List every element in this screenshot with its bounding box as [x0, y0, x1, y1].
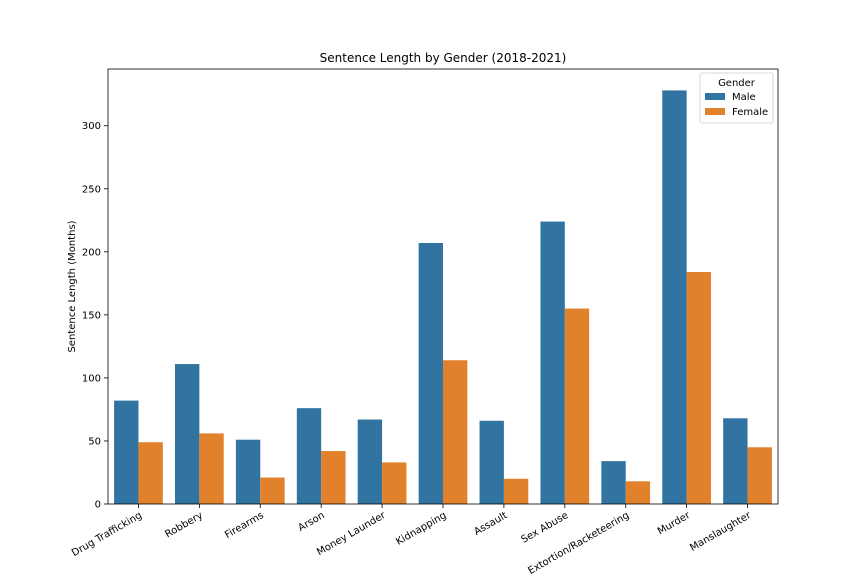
- x-tick-label: Money Launder: [315, 510, 388, 559]
- bar-female-7: [564, 308, 590, 504]
- x-tick-label: Extortion/Racketeering: [526, 510, 631, 576]
- x-axis: Drug Trafficking Robbery Firearms ArsonMone…: [70, 504, 754, 577]
- y-tick-label: 300: [82, 121, 101, 132]
- bar-male-0: [114, 400, 139, 504]
- x-tick-label: Robbery: [163, 510, 205, 540]
- bar-female-10: [747, 447, 772, 504]
- legend-swatch-male: [705, 93, 725, 100]
- bar-male-6: [479, 420, 504, 504]
- y-tick-label: 200: [82, 247, 101, 258]
- x-tick-label: Firearms: [223, 510, 266, 541]
- bar-female-4: [382, 462, 407, 504]
- bar-female-1: [199, 433, 224, 504]
- bar-female-2: [260, 477, 285, 504]
- x-tick-label: Murder: [656, 510, 693, 538]
- bar-female-6: [503, 478, 529, 504]
- bar-male-9: [662, 90, 687, 504]
- legend-label-female: Female: [732, 107, 768, 118]
- chart-title: Sentence Length by Gender (2018-2021): [320, 51, 567, 65]
- legend: Gender Male Female: [699, 72, 774, 124]
- y-tick-label: 0: [95, 500, 101, 511]
- legend-title: Gender: [718, 78, 756, 89]
- x-tick-label: Kidnapping: [394, 510, 448, 548]
- x-tick-label: Drug Trafficking: [70, 510, 144, 559]
- y-axis-label: Sentence Length (Months): [67, 220, 78, 352]
- y-tick-label: 250: [82, 184, 101, 195]
- y-tick-label: 150: [82, 310, 101, 321]
- bar-female-5: [443, 360, 468, 504]
- bar-male-1: [175, 364, 200, 504]
- legend-label-male: Male: [732, 92, 756, 103]
- bar-male-5: [418, 243, 443, 504]
- legend-entries: Male Female: [705, 92, 768, 118]
- bar-female-9: [686, 272, 711, 504]
- bar-female-0: [138, 442, 163, 504]
- bars-layer: [114, 90, 772, 504]
- bar-male-3: [296, 408, 322, 504]
- y-axis: 0 50 100 150 200 250 300: [82, 121, 108, 511]
- legend-swatch-female: [705, 108, 725, 115]
- bar-male-10: [723, 418, 748, 504]
- bar-female-3: [321, 451, 346, 504]
- x-tick-label: Sex Abuse: [520, 510, 571, 546]
- y-tick-label: 50: [88, 436, 101, 447]
- x-tick-label: Manslaughter: [688, 510, 754, 554]
- x-tick-label: Assault: [472, 510, 509, 538]
- x-tick-label: Arson: [296, 510, 326, 534]
- bar-female-8: [625, 481, 651, 504]
- bar-male-8: [601, 461, 626, 504]
- bar-male-2: [235, 439, 261, 504]
- plot-frame: [107, 68, 779, 505]
- bar-male-4: [357, 419, 383, 504]
- y-tick-label: 100: [82, 373, 101, 384]
- bar-male-7: [540, 221, 565, 504]
